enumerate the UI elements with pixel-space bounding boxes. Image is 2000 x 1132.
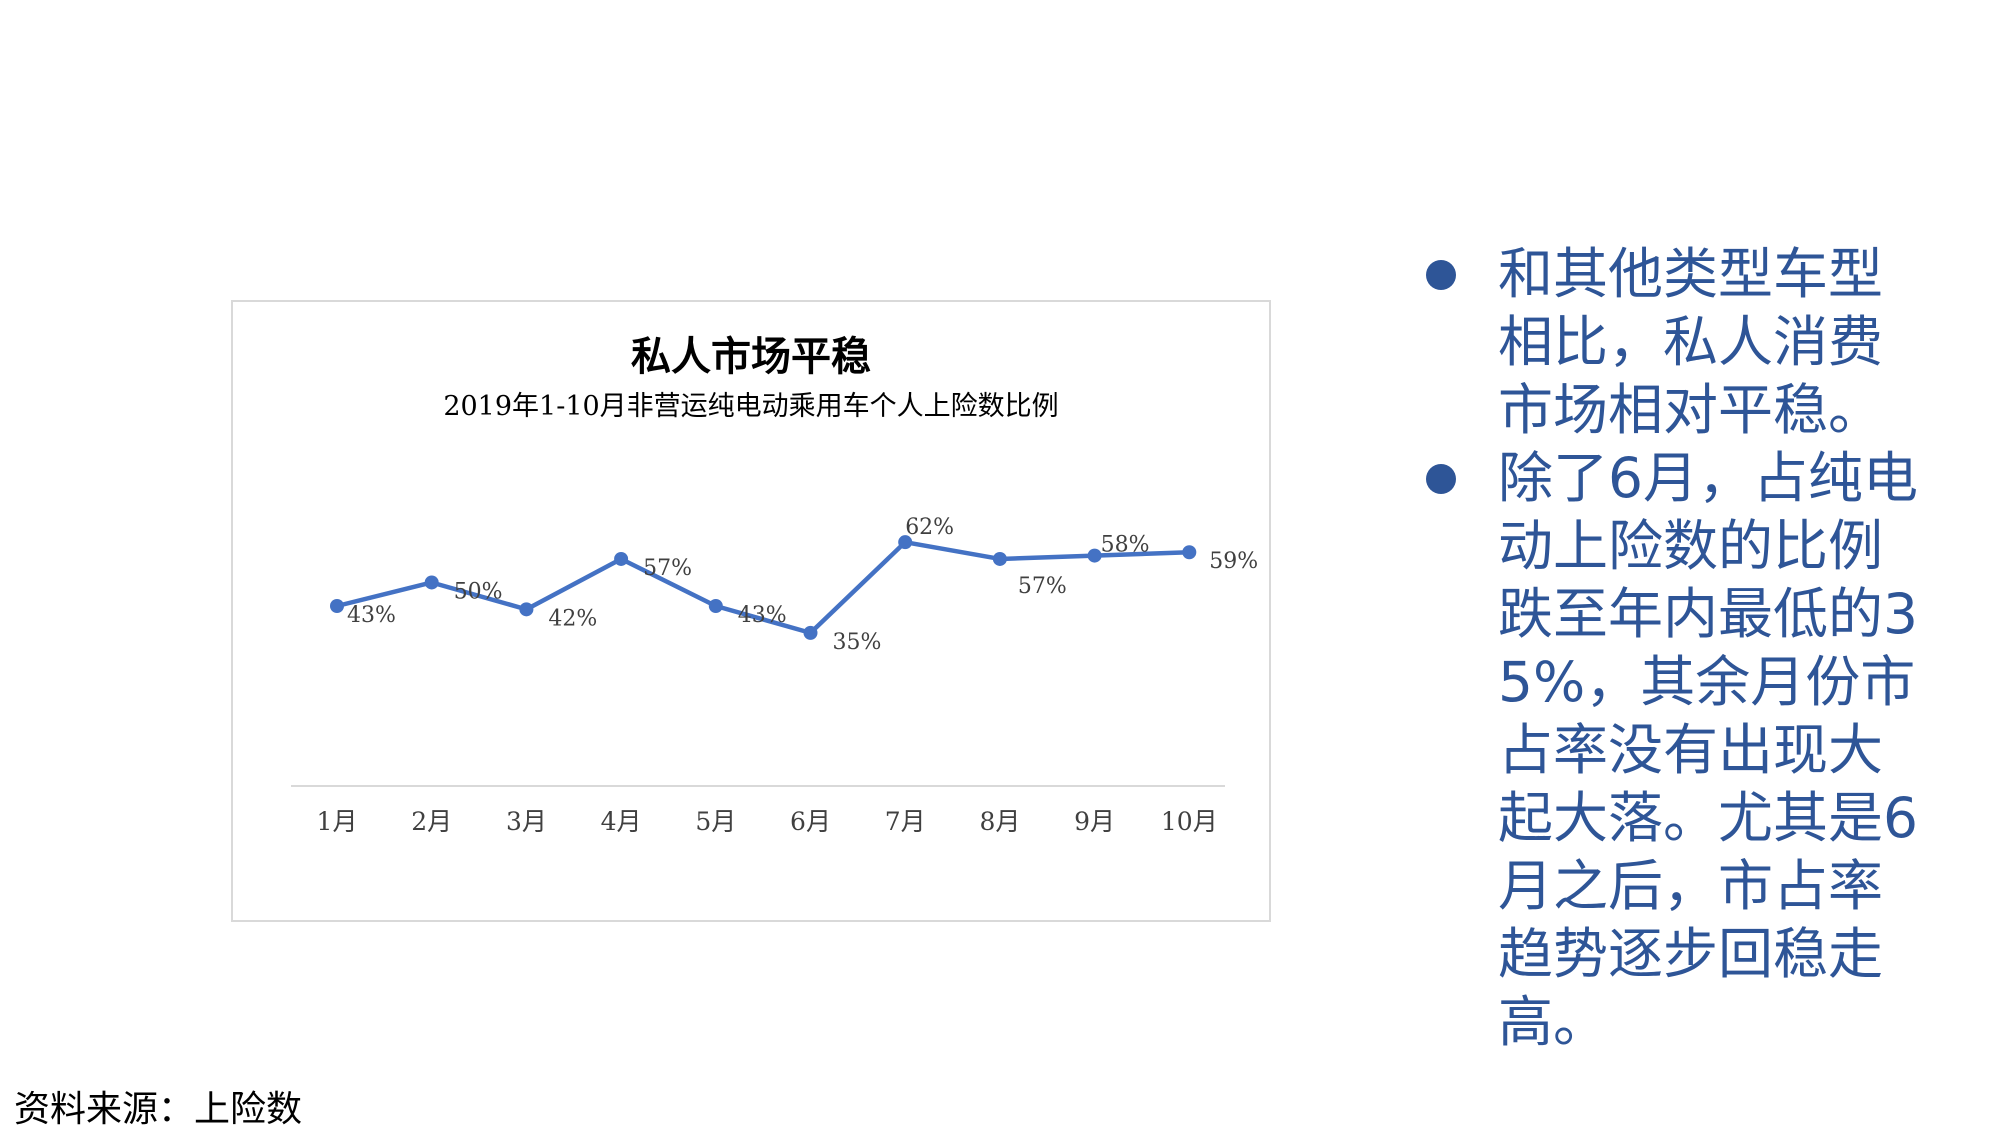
- data-label: 43%: [347, 603, 396, 628]
- data-point: [330, 599, 344, 613]
- x-tick-label: 7月: [885, 807, 926, 836]
- data-label: 43%: [738, 603, 787, 628]
- x-tick-label: 5月: [695, 807, 736, 836]
- chart-title: 私人市场平稳: [631, 333, 871, 380]
- bullet-item: 除了6月，占纯电动上险数的比例跌至年内最低的35%，其余月份市占率没有出现大起大…: [1420, 444, 1980, 1056]
- x-tick-label: 10月: [1161, 807, 1218, 836]
- x-tick-label: 2月: [411, 807, 452, 836]
- data-point: [898, 535, 913, 550]
- chart-panel: 私人市场平稳 2019年1-10月非营运纯电动乘用车个人上险数比例 43% 50%…: [231, 300, 1271, 922]
- data-label: 59%: [1209, 549, 1258, 574]
- data-point: [803, 625, 818, 640]
- data-point: [519, 602, 534, 617]
- line-chart: 43% 50% 42% 57% 43% 35% 62% 57% 58% 59% 1月 2月 3月 4月 5月…: [291, 515, 1258, 836]
- data-point: [708, 599, 723, 613]
- bullet-dot-icon: [1426, 464, 1456, 494]
- data-point: [1087, 548, 1102, 563]
- series-line: [336, 539, 1190, 636]
- x-tick-label: 8月: [979, 807, 1020, 836]
- data-label: 58%: [1101, 533, 1150, 558]
- bullet-item: 和其他类型车型相比，私人消费市场相对平稳。: [1420, 240, 1980, 444]
- bullet-dot-icon: [1426, 260, 1456, 290]
- data-label: 50%: [454, 579, 503, 604]
- data-label: 57%: [643, 556, 692, 581]
- bullet-list: 和其他类型车型相比，私人消费市场相对平稳。 除了6月，占纯电动上险数的比例跌至年…: [1420, 240, 1980, 1056]
- data-label: 42%: [548, 606, 597, 631]
- x-tick-label: 9月: [1074, 807, 1115, 836]
- data-point: [614, 551, 629, 566]
- data-label: 35%: [833, 630, 882, 655]
- data-point: [1182, 545, 1197, 560]
- x-tick-label: 1月: [317, 807, 358, 836]
- data-point: [424, 575, 439, 590]
- x-tick-label: 3月: [506, 807, 547, 836]
- x-tick-label: 6月: [790, 807, 831, 836]
- chart-subtitle: 2019年1-10月非营运纯电动乘用车个人上险数比例: [443, 391, 1059, 422]
- bullet-text: 和其他类型车型相比，私人消费市场相对平稳。: [1498, 242, 1884, 442]
- source-note: 资料来源：上险数: [14, 1089, 303, 1130]
- data-label: 57%: [1018, 574, 1067, 599]
- bullet-text: 除了6月，占纯电动上险数的比例跌至年内最低的35%，其余月份市占率没有出现大起大…: [1498, 446, 1918, 1054]
- data-point: [992, 551, 1007, 566]
- x-tick-label: 4月: [601, 807, 642, 836]
- data-label: 62%: [905, 515, 954, 540]
